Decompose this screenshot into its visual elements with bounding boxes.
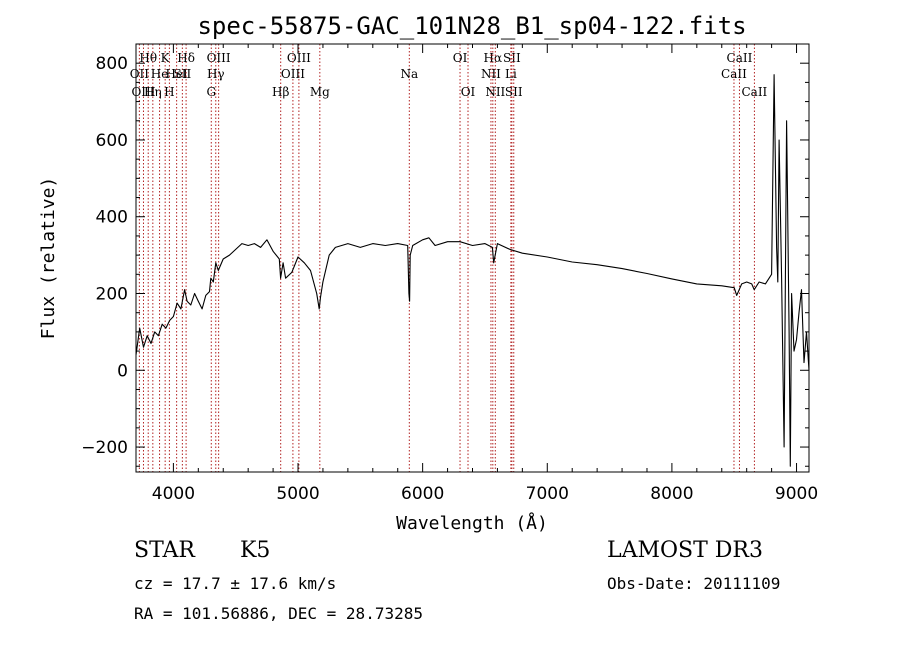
line-label: Hγ — [207, 67, 225, 81]
line-label: OIII — [207, 51, 231, 65]
y-tick-label: 800 — [96, 54, 128, 74]
x-tick-label: 9000 — [775, 484, 818, 504]
line-label: NII — [485, 85, 505, 99]
line-label: CaII — [741, 85, 767, 99]
survey-name: LAMOST DR3 — [607, 538, 763, 563]
line-label: Na — [400, 67, 418, 81]
line-label: SII — [503, 51, 521, 65]
line-label: NII — [481, 67, 501, 81]
line-label: SII — [505, 85, 523, 99]
line-label: H — [164, 85, 174, 99]
obs-date: Obs-Date: 20111109 — [607, 574, 781, 593]
redshift-readout: cz = 17.7 ± 17.6 km/s — [134, 574, 337, 593]
object-subclass: K5 — [240, 538, 271, 563]
coordinates: RA = 101.56886, DEC = 28.73285 — [134, 604, 423, 623]
line-label: Mg — [310, 85, 330, 99]
line-label: He — [151, 67, 169, 81]
y-axis-ticks: −200 0 200 400 600 800 — [81, 43, 809, 467]
line-label: SII — [174, 67, 192, 81]
line-label: OIII — [131, 85, 155, 99]
x-tick-label: 6000 — [401, 484, 444, 504]
line-label: Hβ — [272, 85, 289, 99]
line-label: OIII — [281, 67, 305, 81]
line-label: Hα — [484, 51, 503, 65]
line-label: CaII — [727, 51, 753, 65]
chart-title: spec-55875-GAC_101N28_B1_sp04-122.fits — [197, 12, 746, 40]
x-tick-label: 7000 — [526, 484, 569, 504]
y-tick-label: 200 — [96, 285, 128, 305]
series-layer — [135, 74, 810, 467]
x-tick-label: 4000 — [152, 484, 195, 504]
y-axis-label: Flux (relative) — [38, 177, 59, 340]
series-line-flux — [135, 74, 810, 467]
y-tick-label: 400 — [96, 208, 128, 228]
line-label: K — [161, 51, 171, 65]
x-axis-label: Wavelength (Å) — [396, 512, 548, 534]
line-label: Hδ — [177, 51, 195, 65]
object-class: STAR — [134, 538, 195, 563]
plot-frame — [135, 43, 810, 473]
line-label: Hη — [144, 85, 162, 99]
x-tick-label: 5000 — [276, 484, 319, 504]
x-axis-ticks: 4000 5000 6000 7000 8000 9000 — [152, 44, 818, 504]
y-tick-label: 600 — [96, 131, 128, 151]
x-tick-label: 8000 — [650, 484, 693, 504]
line-label: OI — [453, 51, 468, 65]
y-tick-label: 0 — [117, 361, 128, 381]
y-tick-label: −200 — [81, 438, 128, 458]
line-label: Li — [505, 67, 517, 81]
line-label: G — [206, 85, 216, 99]
line-label: OIII — [287, 51, 311, 65]
line-label: OI — [461, 85, 476, 99]
line-label: HeI — [165, 67, 188, 81]
line-label: CaII — [721, 67, 747, 81]
line-label: OII — [130, 67, 150, 81]
